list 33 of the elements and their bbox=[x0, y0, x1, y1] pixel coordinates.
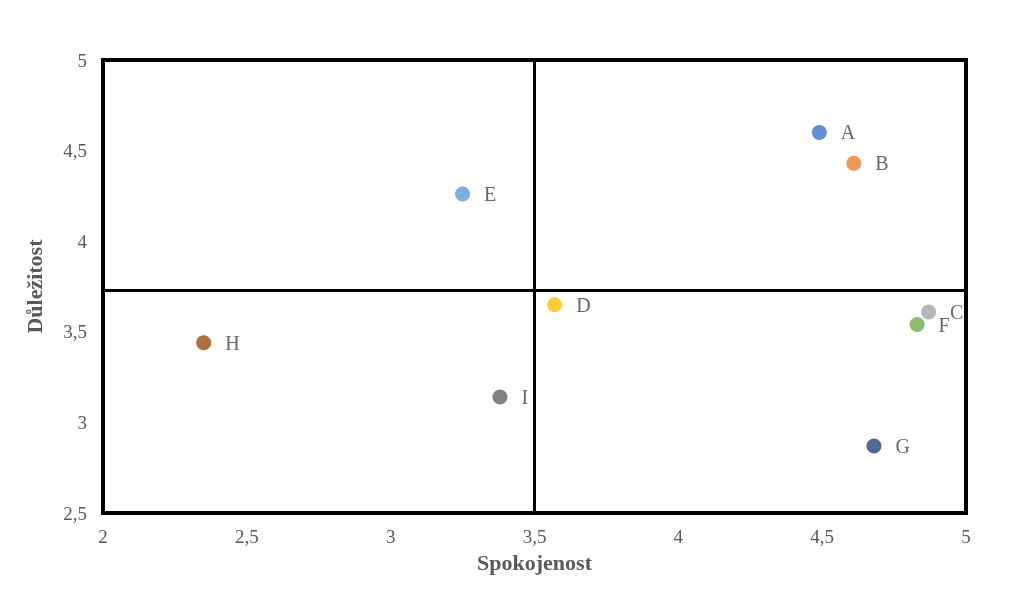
x-tick-label: 4,5 bbox=[810, 526, 835, 548]
x-tick-label: 3,5 bbox=[522, 526, 547, 548]
y-tick-label: 3 bbox=[77, 411, 87, 433]
series-label: I bbox=[521, 386, 529, 409]
y-axis-title: Důležitost bbox=[21, 238, 47, 334]
series-label: D bbox=[576, 293, 591, 316]
series-label: C bbox=[950, 300, 964, 323]
point bbox=[811, 125, 827, 140]
series-label: A bbox=[840, 121, 856, 144]
point bbox=[196, 335, 212, 351]
x-tick-label: 3 bbox=[385, 526, 396, 548]
point bbox=[921, 304, 937, 320]
series-label: G bbox=[895, 435, 910, 458]
x-tick-label: 2 bbox=[98, 526, 108, 548]
point bbox=[492, 389, 508, 405]
series-label: B bbox=[875, 152, 889, 175]
y-tick-label: 4 bbox=[77, 230, 88, 252]
point bbox=[846, 155, 862, 171]
point bbox=[547, 297, 563, 313]
y-tick-label: 4,5 bbox=[63, 140, 87, 162]
point bbox=[866, 438, 882, 454]
point bbox=[909, 317, 925, 333]
point bbox=[455, 186, 471, 202]
x-tick-label: 4 bbox=[673, 526, 684, 548]
x-tick-label: 5 bbox=[961, 526, 971, 548]
y-tick-label: 3,5 bbox=[63, 321, 87, 343]
x-tick-label: 2,5 bbox=[234, 526, 259, 548]
y-tick-label: 2,5 bbox=[63, 502, 87, 524]
series-label: F bbox=[938, 313, 950, 336]
x-axis-title: Spokojenost bbox=[477, 549, 593, 575]
series-label: E bbox=[484, 183, 497, 206]
y-tick-label: 5 bbox=[77, 49, 87, 71]
series-label: H bbox=[225, 331, 240, 354]
